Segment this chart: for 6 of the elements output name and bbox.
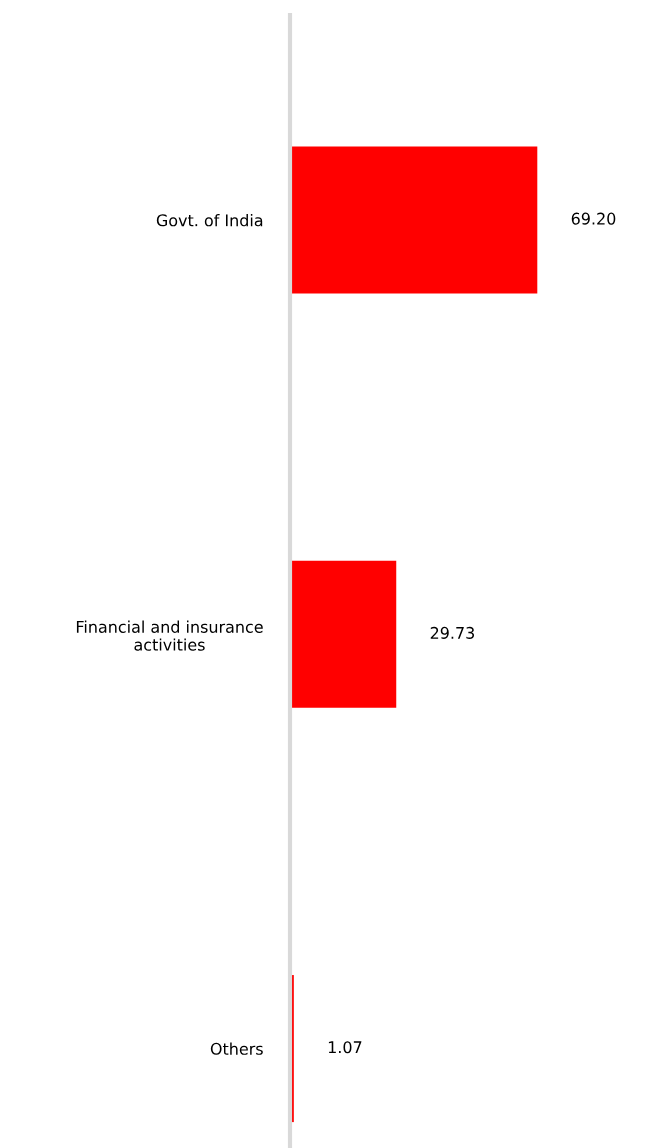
data-label: 29.73 [430, 626, 475, 639]
data-label: 1.07 [328, 1041, 362, 1054]
y-tick-label: Financial and insurance activities [76, 620, 263, 651]
y-tick-label: Govt. of India [156, 213, 263, 227]
data-label: 69.20 [571, 212, 616, 225]
y-tick-label: Others [210, 1042, 263, 1055]
